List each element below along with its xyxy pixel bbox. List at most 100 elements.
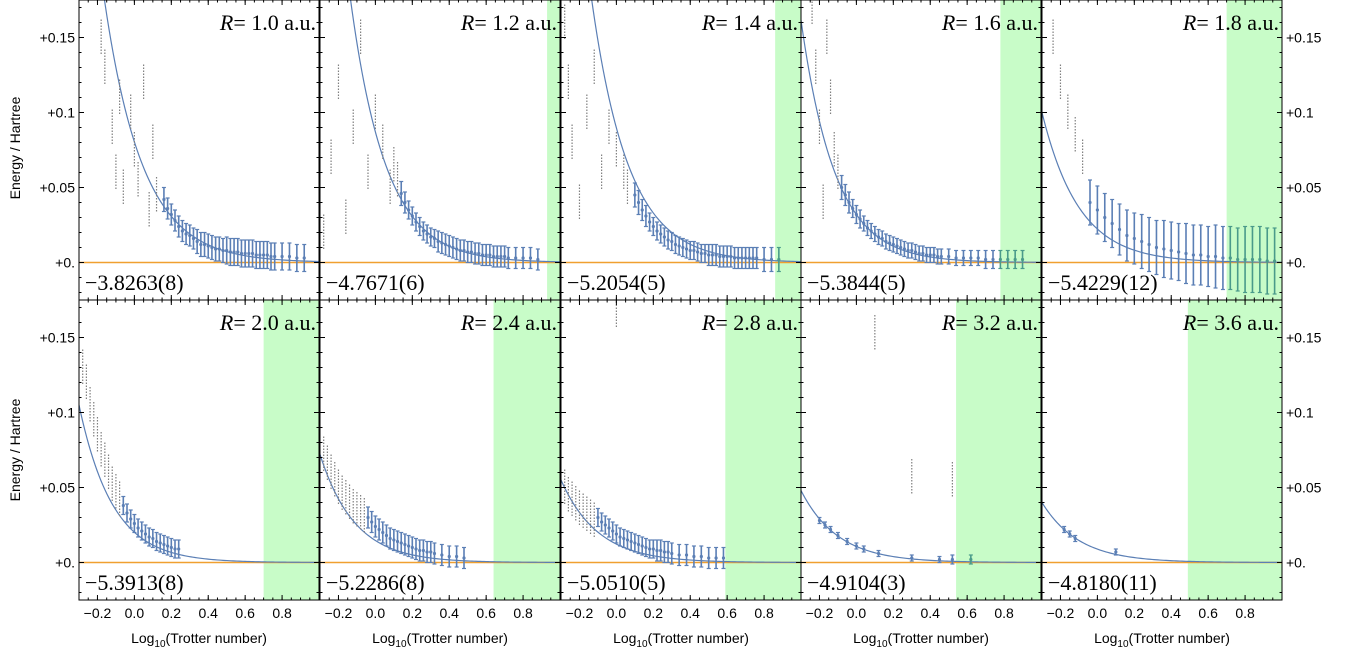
data-point	[381, 522, 385, 543]
panel-5: −0.2 0.0 0.2 0.4 0.6 0.8 +0. +0.05 +0.1 +0.15 R= 2…	[40, 300, 319, 650]
panel-1: R= 1.2 a.u.−4.7671(6)	[320, 0, 560, 300]
converged-region	[264, 300, 319, 600]
panel-9: −0.2 0.0 0.2 0.4 0.6 0.8+0.+0.05+0.1+0.15R= 3…	[1042, 300, 1322, 650]
panel-title-symbol: R	[460, 10, 475, 35]
plot-area	[561, 0, 801, 300]
data-point	[699, 546, 703, 567]
panel-title-value: = 1.2 a.u.	[474, 10, 557, 35]
data-point	[188, 225, 192, 246]
data-point	[670, 543, 674, 564]
panel-title: R= 1.2 a.u.	[460, 10, 557, 35]
data-point	[177, 216, 181, 237]
converged-region	[725, 300, 801, 600]
panel-title-value: = 2.4 a.u.	[474, 310, 557, 335]
data-point	[477, 243, 481, 264]
data-point	[521, 248, 525, 269]
x-axis-label: Log10(Trotter number)	[853, 630, 989, 650]
data-point	[1221, 227, 1225, 290]
panel-title: R= 3.2 a.u.	[941, 310, 1038, 335]
data-point	[447, 546, 451, 567]
data-point	[655, 222, 659, 240]
data-point	[696, 243, 700, 261]
data-point	[1184, 224, 1188, 284]
data-point	[618, 528, 622, 546]
panel-title-symbol: R	[1182, 10, 1197, 35]
data-point	[851, 200, 855, 218]
data-point	[1169, 222, 1173, 279]
panel-title: R= 2.0 a.u.	[219, 310, 316, 335]
data-point	[921, 246, 925, 261]
x-tick-label: −0.2	[566, 605, 594, 621]
x-tick-label: 0.0	[1088, 605, 1108, 621]
data-point	[1191, 225, 1195, 285]
data-point	[947, 249, 951, 264]
data-point	[191, 228, 195, 249]
data-point	[762, 248, 766, 272]
x-axis-label-main: Log	[613, 630, 636, 646]
data-point	[640, 200, 644, 221]
panel-title: R= 1.0 a.u.	[219, 10, 316, 35]
data-point	[854, 543, 858, 549]
data-point	[469, 242, 473, 263]
data-point	[670, 233, 674, 251]
panel-8: −0.2 0.0 0.2 0.4 0.6 0.8R= 3.2 a.u.−4.9104(3)…	[801, 300, 1041, 650]
data-point	[1154, 221, 1158, 275]
data-point	[129, 510, 133, 528]
data-point	[755, 248, 759, 269]
panel-title-value: = 1.6 a.u.	[955, 10, 1038, 35]
data-point	[499, 246, 503, 267]
data-point	[1206, 227, 1210, 287]
panel-title-value: = 1.4 a.u.	[715, 10, 798, 35]
x-tick-label: 0.0	[607, 605, 627, 621]
converged-region	[1227, 0, 1282, 300]
x-tick-label: 0.0	[366, 605, 386, 621]
panel-title-value: = 1.8 a.u.	[1196, 10, 1279, 35]
data-point	[418, 540, 422, 561]
x-axis-label-sub: 10	[395, 639, 407, 650]
data-point	[744, 248, 748, 269]
data-point	[399, 533, 403, 554]
data-point	[843, 185, 847, 206]
x-tick-label: −0.2	[1047, 605, 1075, 621]
y-tick-label-right: +0.	[1286, 255, 1306, 271]
data-point	[925, 248, 929, 263]
y-tick-label-right: +0.1	[1286, 405, 1314, 421]
data-point	[269, 243, 273, 270]
data-point	[195, 230, 199, 254]
data-point	[884, 234, 888, 249]
data-point	[751, 248, 755, 269]
panel-energy-annotation: −5.3844(5)	[807, 270, 906, 295]
data-point	[880, 231, 884, 246]
data-point	[733, 248, 737, 269]
data-point	[377, 519, 381, 540]
panel-title-value: = 3.2 a.u.	[955, 310, 1038, 335]
x-tick-label: 0.4	[1161, 605, 1181, 621]
y-tick-label-right: +0.	[1286, 555, 1306, 571]
data-point	[1068, 531, 1072, 537]
data-point	[736, 248, 740, 269]
x-axis-label: Log10(Trotter number)	[372, 630, 508, 650]
y-tick-label: +0.05	[40, 480, 76, 496]
panel-0: +0.+0.05+0.1+0.15R= 1.0 a.u.−3.8263(8)	[40, 0, 319, 300]
data-point	[225, 237, 229, 264]
data-point	[622, 530, 626, 548]
panel-energy-annotation: −3.8263(8)	[85, 270, 184, 295]
x-axis-label-main: Log	[372, 630, 395, 646]
panel-energy-annotation: −5.3913(8)	[85, 570, 184, 595]
plot-area	[79, 0, 319, 272]
panel-title-value: = 2.0 a.u.	[233, 310, 316, 335]
x-tick-label: 0.6	[476, 605, 496, 621]
x-tick-label: 0.2	[403, 605, 423, 621]
data-point	[692, 242, 696, 260]
panel-energy-annotation: −5.4229(12)	[1048, 270, 1158, 295]
data-point	[206, 234, 210, 258]
y-tick-label: +0.05	[40, 180, 76, 196]
data-point	[659, 225, 663, 243]
x-axis-label: Log10(Trotter number)	[1094, 630, 1230, 650]
panel-title-value: = 3.6 a.u.	[1196, 310, 1279, 335]
data-point	[607, 519, 611, 537]
data-point	[184, 224, 188, 245]
x-axis-label: Log10(Trotter number)	[613, 630, 749, 650]
data-point	[847, 192, 851, 213]
panel-title-value: = 1.0 a.u.	[233, 10, 316, 35]
